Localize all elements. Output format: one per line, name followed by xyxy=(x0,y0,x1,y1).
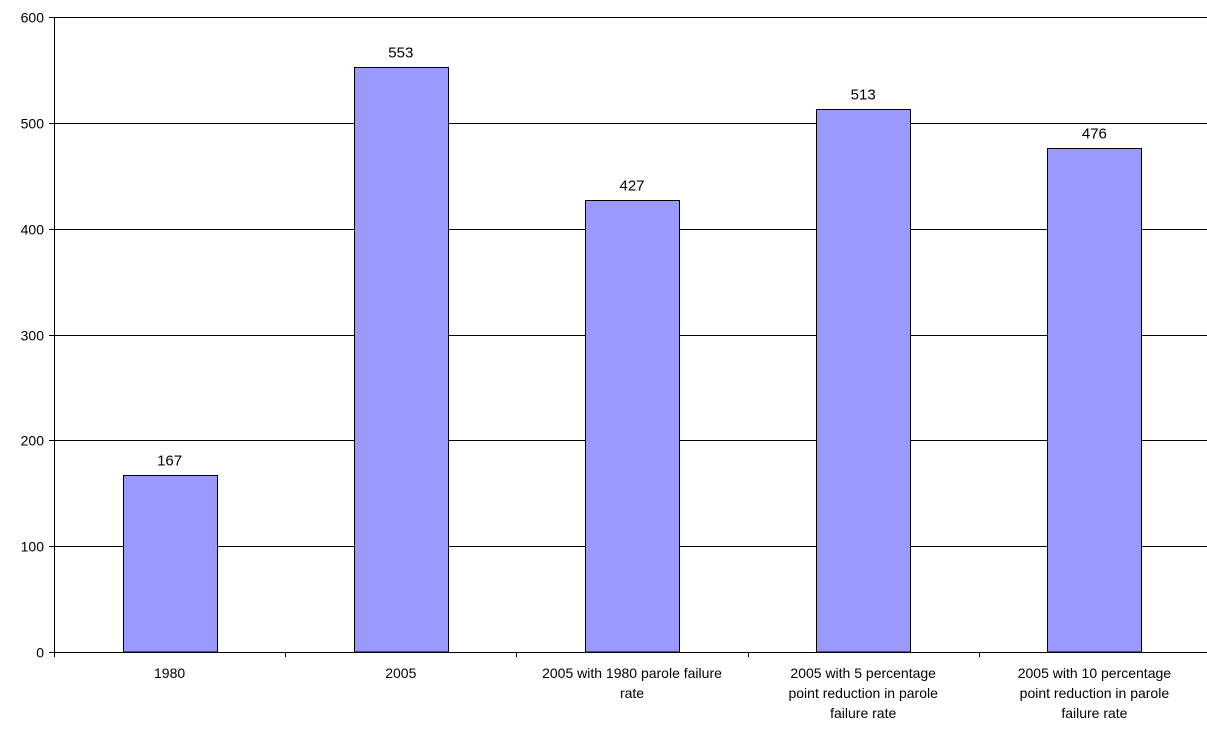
data-label: 476 xyxy=(1082,126,1107,143)
x-category-label: 2005 with 5 percentage point reduction in… xyxy=(788,665,938,721)
y-tick-label: 100 xyxy=(21,539,45,555)
x-category-label-line: 2005 xyxy=(385,665,416,681)
data-label: 513 xyxy=(851,87,876,104)
y-tick-label: 0 xyxy=(36,645,44,661)
data-label: 427 xyxy=(619,178,644,195)
data-label: 553 xyxy=(388,45,413,62)
x-category-label-line: 2005 with 1980 parole failure xyxy=(542,665,722,681)
bar xyxy=(123,475,218,653)
x-category-label-line: 2005 with 10 percentage xyxy=(1018,665,1172,681)
x-category-label-line: 1980 xyxy=(154,665,185,681)
bars xyxy=(123,67,1142,653)
x-category-label: 2005 with 1980 parole failure rate xyxy=(542,665,722,701)
bar xyxy=(1047,148,1142,653)
y-tick-label: 300 xyxy=(21,328,45,344)
x-category-label-line: point reduction in parole xyxy=(1020,685,1170,701)
x-category-label-line: 2005 with 5 percentage xyxy=(790,665,936,681)
data-label: 167 xyxy=(157,453,182,470)
labels: 0 100 200 300 400 500 600 167 1980 553 2005 427 2005… xyxy=(21,10,1172,722)
y-tick-label: 400 xyxy=(21,222,45,238)
y-tick-label: 200 xyxy=(21,433,45,449)
x-category-label-line: failure rate xyxy=(1061,705,1127,721)
x-category-label: 2005 xyxy=(385,665,416,681)
bar xyxy=(585,200,680,653)
x-category-label-line: point reduction in parole xyxy=(788,685,938,701)
x-category-label: 1980 xyxy=(154,665,185,681)
x-category-label: 2005 with 10 percentage point reduction i… xyxy=(1018,665,1172,721)
x-category-label-line: rate xyxy=(620,685,644,701)
axes xyxy=(49,17,1207,657)
bar xyxy=(354,67,449,653)
x-category-label-line: failure rate xyxy=(830,705,896,721)
bar xyxy=(816,109,911,653)
y-tick-label: 600 xyxy=(21,10,45,26)
y-tick-label: 500 xyxy=(21,116,45,132)
